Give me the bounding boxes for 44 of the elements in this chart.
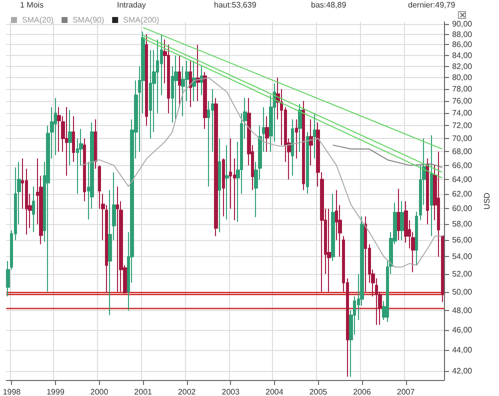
legend-label: SMA(90) xyxy=(72,16,104,24)
x-tick-label: 1999 xyxy=(46,388,65,396)
y-tick-label: 60,00 xyxy=(452,204,473,214)
y-tick-label: 48,00 xyxy=(452,306,473,315)
y-tick-label: 64,00 xyxy=(452,174,473,184)
text: dernier:49,79 xyxy=(408,0,456,10)
y-tick-label: 80,00 xyxy=(452,73,473,82)
legend-label: SMA(200) xyxy=(123,16,160,24)
y-tick-label: 76,00 xyxy=(452,96,473,106)
x-tick-label: 2000 xyxy=(90,388,109,396)
text: Intraday xyxy=(117,0,146,10)
text: haut:53,639 xyxy=(214,0,257,10)
x-tick-label: 2007 xyxy=(396,388,416,396)
y-tick-label: 52,00 xyxy=(452,269,473,278)
y-tick-label: 88,00 xyxy=(452,30,473,39)
y-tick-label: 74,00 xyxy=(452,108,473,118)
x-tick-label: 2005 xyxy=(309,388,328,396)
x-tick-label: 2001 xyxy=(134,388,153,396)
y-tick-label: 86,00 xyxy=(452,40,473,50)
y-tick-label: 82,00 xyxy=(452,62,473,71)
text: 1 Mois xyxy=(20,0,44,10)
x-tick-label: 2004 xyxy=(266,388,284,396)
y-tick-label: 84,00 xyxy=(452,50,473,60)
y-tick-label: 46,00 xyxy=(452,325,473,334)
y-tick-label: 70,00 xyxy=(452,134,473,144)
y-tick-label: 66,00 xyxy=(452,160,473,170)
y-tick-label: 50,00 xyxy=(452,287,473,296)
text: bas:48,89 xyxy=(311,0,347,10)
y-tick-label: 56,00 xyxy=(452,236,473,245)
x-tick-label: 2006 xyxy=(353,388,372,396)
x-tick-label: 1998 xyxy=(2,388,22,396)
y-axis-title: USD xyxy=(482,192,492,210)
y-tick-label: 90,00 xyxy=(452,20,473,29)
x-tick-label: 2002 xyxy=(178,388,196,396)
y-tick-label: 68,00 xyxy=(452,147,473,156)
y-tick-label: 44,00 xyxy=(452,346,473,355)
y-tick-label: 62,00 xyxy=(452,189,473,198)
y-tick-label: 78,00 xyxy=(452,84,473,94)
y-tick-label: 58,00 xyxy=(452,220,473,229)
y-tick-label: 54,00 xyxy=(452,252,473,262)
y-tick-label: 72,00 xyxy=(452,121,473,130)
x-tick-label: 2003 xyxy=(222,388,240,396)
legend-label: SMA(20) xyxy=(22,16,54,24)
y-tick-label: 42,00 xyxy=(452,366,473,376)
